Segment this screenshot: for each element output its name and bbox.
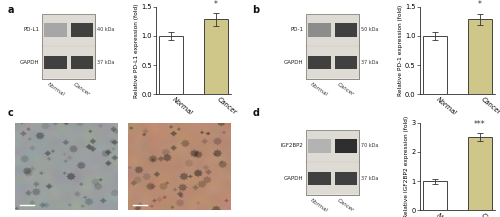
Text: PD-1: PD-1 <box>290 27 303 32</box>
Text: ***: *** <box>474 120 486 129</box>
FancyBboxPatch shape <box>306 130 359 161</box>
Text: *: * <box>478 0 482 9</box>
Text: d: d <box>252 108 260 118</box>
FancyBboxPatch shape <box>44 56 67 69</box>
FancyBboxPatch shape <box>308 139 330 153</box>
FancyBboxPatch shape <box>334 172 357 185</box>
Text: Cancer: Cancer <box>72 82 92 97</box>
Text: IGF2BP2: IGF2BP2 <box>280 143 303 148</box>
Text: GAPDH: GAPDH <box>284 60 303 65</box>
Y-axis label: Relative PD-L1 expression (fold): Relative PD-L1 expression (fold) <box>134 3 139 98</box>
Bar <box>423 36 446 94</box>
FancyBboxPatch shape <box>306 14 359 45</box>
FancyBboxPatch shape <box>306 13 359 79</box>
Text: GAPDH: GAPDH <box>284 176 303 181</box>
FancyBboxPatch shape <box>334 23 357 37</box>
Bar <box>160 36 183 94</box>
FancyBboxPatch shape <box>308 23 330 37</box>
Y-axis label: Relative PD-1 expression (fold): Relative PD-1 expression (fold) <box>398 5 403 96</box>
FancyBboxPatch shape <box>306 130 359 195</box>
Text: GAPDH: GAPDH <box>20 60 40 65</box>
FancyBboxPatch shape <box>70 23 93 37</box>
FancyBboxPatch shape <box>42 47 95 78</box>
Text: 37 kDa: 37 kDa <box>361 60 378 65</box>
FancyBboxPatch shape <box>306 47 359 78</box>
FancyBboxPatch shape <box>44 23 67 37</box>
FancyBboxPatch shape <box>306 163 359 194</box>
FancyBboxPatch shape <box>308 172 330 185</box>
Text: Cancer: Cancer <box>336 198 355 213</box>
Text: a: a <box>8 5 14 15</box>
Bar <box>423 181 446 210</box>
Text: 37 kDa: 37 kDa <box>97 60 114 65</box>
Bar <box>204 19 228 94</box>
Text: 40 kDa: 40 kDa <box>97 27 114 32</box>
FancyBboxPatch shape <box>334 139 357 153</box>
Bar <box>468 19 491 94</box>
FancyBboxPatch shape <box>70 56 93 69</box>
Text: 37 kDa: 37 kDa <box>361 176 378 181</box>
FancyBboxPatch shape <box>42 13 95 79</box>
Text: c: c <box>8 108 13 118</box>
Text: b: b <box>252 5 260 15</box>
Text: Cancer: Cancer <box>336 82 355 97</box>
Y-axis label: Relative IGF2BP2 expression (fold): Relative IGF2BP2 expression (fold) <box>404 115 409 217</box>
Text: Normal: Normal <box>310 82 329 98</box>
Text: *: * <box>214 0 218 8</box>
FancyBboxPatch shape <box>334 56 357 69</box>
FancyBboxPatch shape <box>308 56 330 69</box>
Text: 50 kDa: 50 kDa <box>361 27 378 32</box>
Text: 70 kDa: 70 kDa <box>361 143 378 148</box>
Bar <box>468 137 491 210</box>
FancyBboxPatch shape <box>42 14 95 45</box>
Text: Normal: Normal <box>310 198 329 214</box>
Text: PD-L1: PD-L1 <box>24 27 40 32</box>
Text: Normal: Normal <box>46 82 65 98</box>
